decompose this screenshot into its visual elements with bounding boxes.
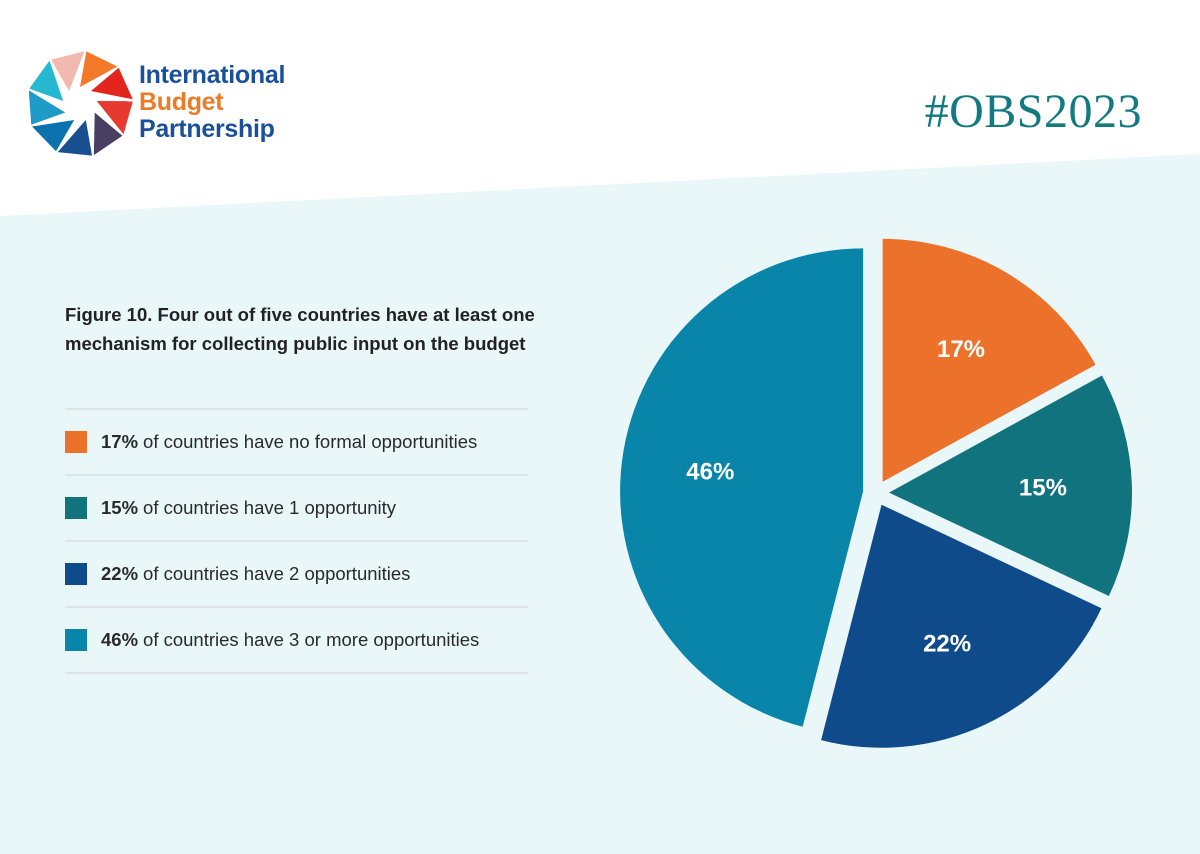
legend-percent: 46% — [101, 629, 139, 650]
legend-item: 22% of countries have 2 opportunities — [65, 542, 528, 608]
pie-slice — [882, 238, 1096, 482]
pie-slice — [620, 248, 864, 727]
legend-text: of countries have 3 or more opportunitie… — [143, 629, 480, 650]
legend-text: of countries have no formal opportunitie… — [143, 431, 478, 452]
brand-line-partnership: Partnership — [139, 115, 275, 143]
logo-petal — [80, 51, 118, 87]
brand-wordmark: International Budget Partnership — [139, 62, 285, 143]
pie-chart: 17% 15% 22% 46% — [620, 238, 1132, 748]
logo-petal — [96, 101, 133, 135]
pie-slice — [888, 375, 1132, 597]
legend-item: 17% of countries have no formal opportun… — [65, 410, 528, 476]
logo-petal — [51, 51, 85, 91]
legend-item: 46% of countries have 3 or more opportun… — [65, 608, 528, 674]
logo-petal — [28, 90, 66, 125]
legend-swatch — [65, 497, 87, 519]
legend-text: of countries have 1 opportunity — [143, 497, 397, 518]
legend-text: of countries have 2 opportunities — [143, 563, 411, 584]
logo-petal — [32, 119, 75, 152]
brand-line-international: International — [139, 61, 286, 89]
legend-percent: 17% — [101, 431, 139, 452]
pie-slice-label: 15% — [1019, 474, 1067, 501]
chart-title: Figure 10. Four out of five countries ha… — [65, 304, 535, 354]
logo-petal — [57, 119, 93, 156]
hashtag: #OBS2023 — [924, 85, 1142, 138]
ibp-logo-icon — [28, 51, 133, 156]
legend-swatch — [65, 563, 87, 585]
legend-percent: 22% — [101, 563, 139, 584]
logo-petal — [90, 67, 133, 100]
legend-percent: 15% — [101, 497, 139, 518]
brand-line-budget: Budget — [139, 88, 224, 116]
pie-slice-label: 17% — [937, 336, 985, 363]
legend-swatch — [65, 431, 87, 453]
legend-top-rule — [65, 408, 528, 410]
legend-item: 15% of countries have 1 opportunity — [65, 476, 528, 542]
logo-petal — [93, 112, 123, 156]
pie-slice-label: 22% — [923, 631, 971, 658]
pie-slice-label: 46% — [686, 459, 734, 486]
logo-petal — [29, 60, 64, 102]
legend-swatch — [65, 629, 87, 651]
chart-legend: 17% of countries have no formal opportun… — [65, 408, 528, 674]
pie-slice — [821, 504, 1102, 748]
